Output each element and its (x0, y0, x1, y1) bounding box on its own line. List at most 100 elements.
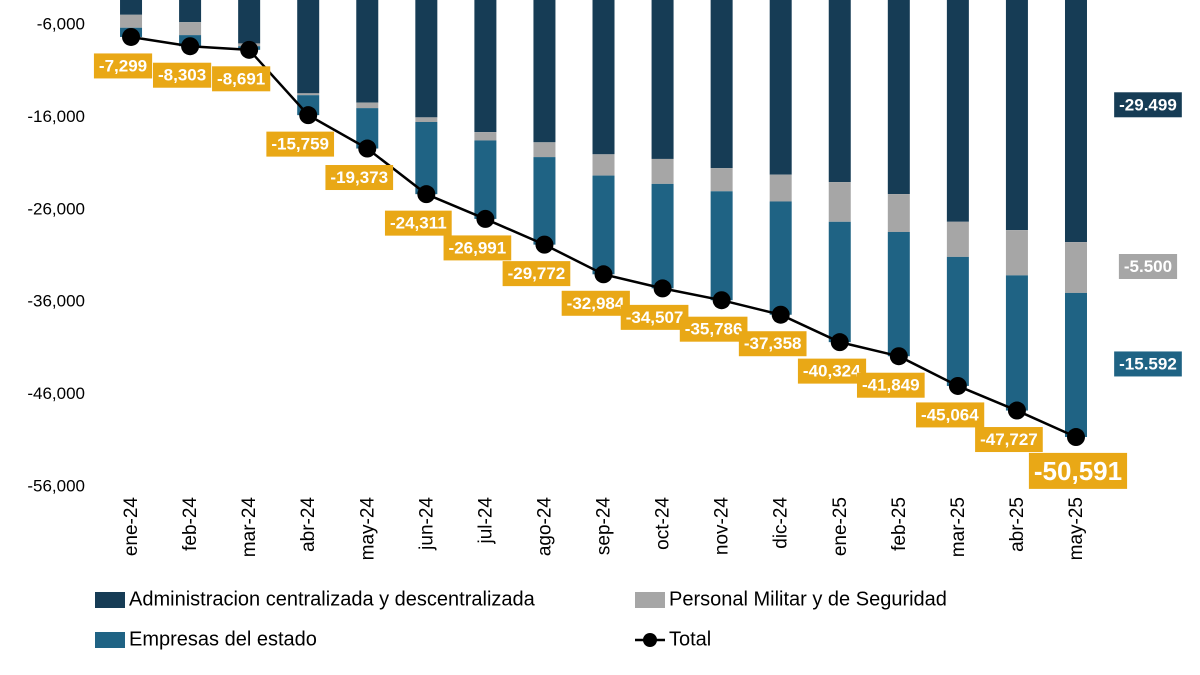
x-tick-label: nov-24 (712, 497, 733, 556)
bar-segment (120, 0, 143, 15)
total-marker (299, 106, 318, 125)
total-marker (417, 185, 436, 204)
bar-segment (474, 0, 497, 133)
bar-segment (828, 182, 851, 222)
data-label-bg (679, 316, 748, 342)
bar-segment (651, 0, 674, 159)
bar-segment (946, 256, 969, 386)
bar-segment (946, 221, 969, 257)
data-label: -50,591 (1034, 456, 1122, 486)
data-label: -45,064 (921, 405, 979, 424)
total-marker (240, 40, 259, 59)
x-tick-label: feb-25 (889, 497, 910, 551)
y-tick-label: -16,000 (27, 107, 85, 126)
legend-marker (643, 633, 657, 647)
total-marker (889, 347, 908, 366)
bar-segment (828, 0, 851, 183)
x-tick-label: abr-24 (298, 497, 319, 552)
data-label: -7,299 (99, 56, 147, 75)
data-label-bg (152, 62, 212, 88)
total-marker (358, 139, 377, 158)
bar-segment (651, 158, 674, 184)
bar-segment (769, 0, 792, 175)
bar-segment (1005, 0, 1028, 231)
total-marker (535, 235, 554, 254)
x-tick-label: abr-25 (1007, 497, 1028, 552)
data-label: -35,786 (685, 320, 743, 339)
x-tick-label: dic-24 (771, 497, 792, 549)
data-label: -5.500 (1124, 257, 1172, 276)
bar-segment (238, 0, 261, 44)
y-tick-label: -36,000 (27, 292, 85, 311)
bar-segment (710, 191, 733, 301)
data-label-bg (975, 427, 1043, 453)
x-tick-label: may-25 (1066, 497, 1087, 560)
total-marker (653, 279, 672, 298)
bar-segment (356, 108, 379, 149)
bar-segment (179, 0, 202, 23)
bar-segment (297, 0, 320, 94)
total-marker (181, 37, 200, 56)
data-label-bg (797, 358, 867, 384)
data-label: -26,991 (449, 238, 507, 257)
data-label-bg (1028, 452, 1128, 489)
bar-segment (415, 121, 438, 195)
data-label-bg (856, 372, 925, 398)
bar-segment (1064, 0, 1087, 243)
data-label-bg (1118, 254, 1178, 280)
legend-swatch (95, 632, 125, 648)
bar-segment (592, 154, 615, 176)
bar-segment (710, 0, 733, 169)
bar-segment (1005, 230, 1028, 276)
total-marker (122, 27, 141, 46)
x-tick-label: oct-24 (653, 497, 674, 550)
x-tick-label: mar-24 (239, 497, 260, 558)
bar-segment (179, 22, 202, 36)
data-label-bg (384, 210, 452, 236)
data-label: -47,727 (980, 430, 1038, 449)
bar-segment (1005, 275, 1028, 411)
bar-segment (533, 142, 556, 158)
y-tick-label: -46,000 (27, 384, 85, 403)
bar-segment (710, 168, 733, 192)
data-label: -34,507 (626, 308, 684, 327)
bar-segment (533, 157, 556, 245)
data-label-bg (620, 304, 689, 330)
data-label-bg (266, 131, 335, 157)
total-marker (948, 376, 967, 395)
data-label-bg (212, 66, 271, 92)
bar-segment (592, 175, 615, 275)
bar-segment (356, 102, 379, 109)
bar-segment (946, 0, 969, 222)
bar-segment (887, 231, 910, 357)
data-label: -40,324 (803, 362, 861, 381)
x-tick-label: ago-24 (534, 497, 555, 557)
data-label-bg (325, 165, 394, 191)
bar-segment (592, 0, 615, 155)
x-tick-label: jul-24 (475, 497, 496, 545)
total-marker (771, 305, 790, 324)
data-label: -19,373 (330, 168, 388, 187)
bar-segment (120, 14, 143, 28)
bar-segment (474, 132, 497, 141)
data-label: -29.499 (1119, 95, 1177, 114)
legend-label: Personal Militar y de Seguridad (669, 588, 947, 610)
data-label: -37,358 (744, 334, 802, 353)
bar-segment (474, 140, 497, 219)
x-tick-label: may-24 (357, 497, 378, 561)
x-tick-label: mar-25 (948, 497, 969, 557)
data-label-bg (443, 235, 512, 261)
bar-segment (651, 183, 674, 289)
bar-segment (415, 0, 438, 118)
bar-segment (769, 201, 792, 315)
data-label-bg (502, 261, 571, 287)
bar-segment (887, 194, 910, 232)
total-marker (476, 209, 495, 228)
x-tick-label: sep-24 (594, 497, 615, 556)
y-tick-label: -6,000 (37, 14, 85, 33)
bar-segment (415, 117, 438, 122)
bar-segment (356, 0, 379, 103)
x-tick-label: ene-25 (830, 497, 851, 556)
legend-swatch (95, 592, 125, 608)
